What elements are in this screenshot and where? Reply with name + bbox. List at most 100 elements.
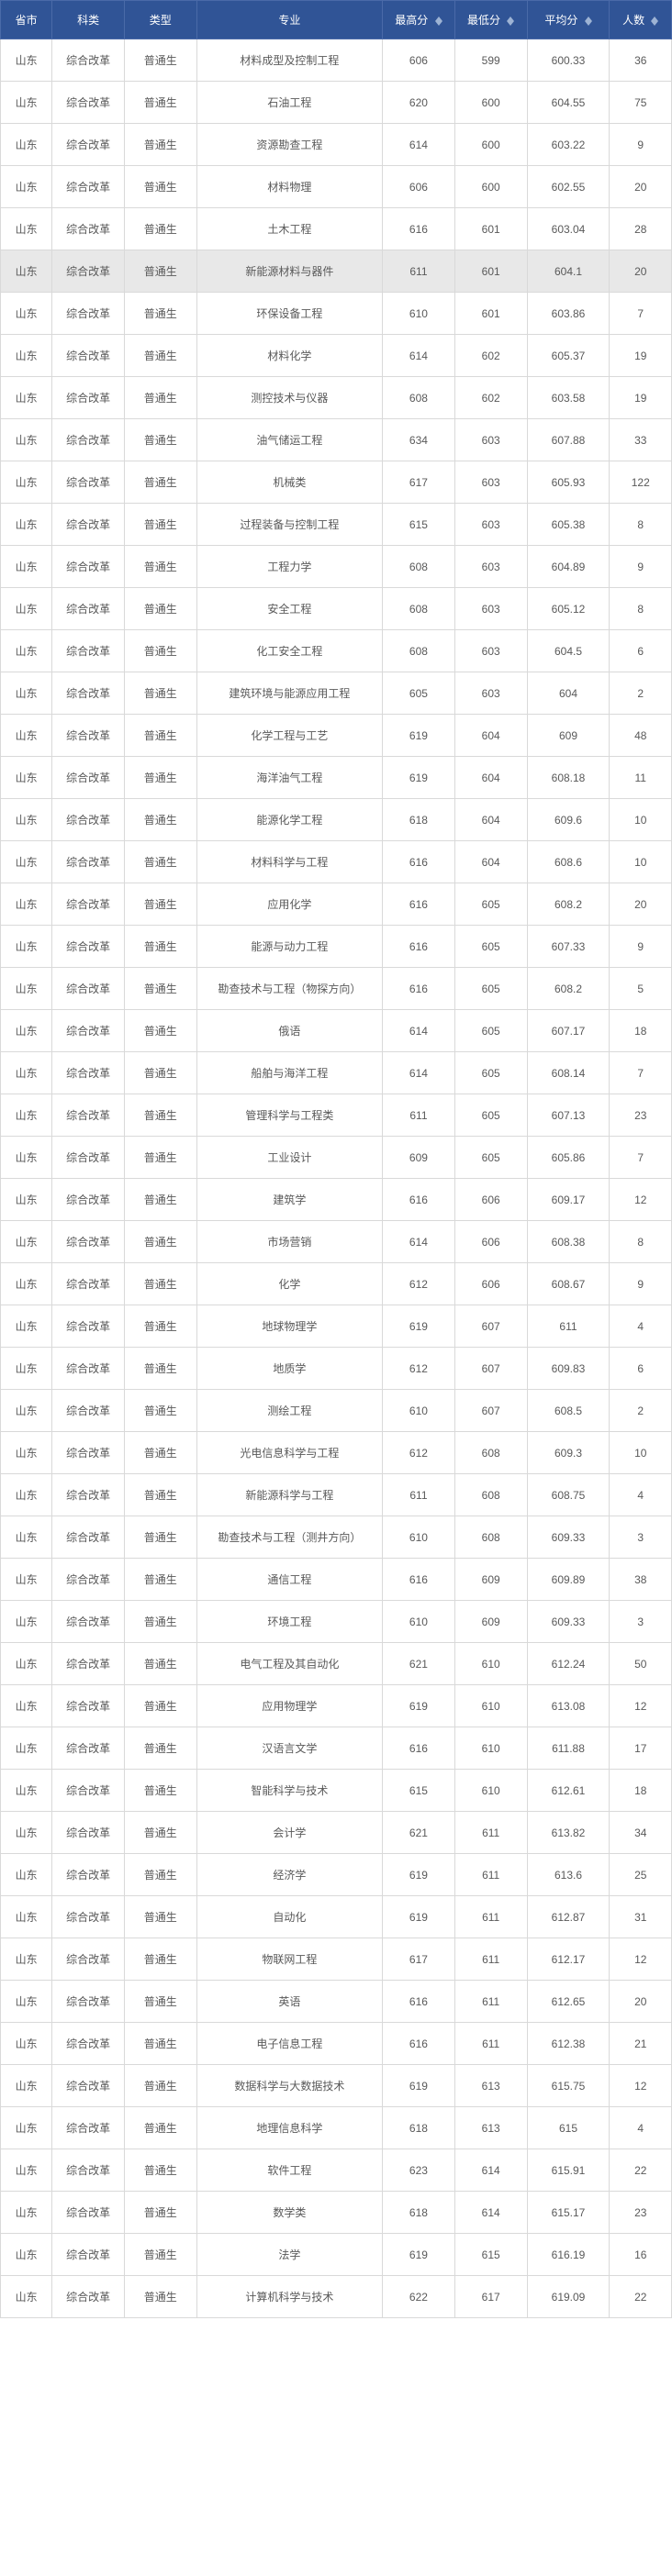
table-row[interactable]: 山东综合改革普通生应用化学616605608.220 [1,883,672,926]
cell-province: 山东 [1,799,52,841]
table-row[interactable]: 山东综合改革普通生法学619615616.1916 [1,2234,672,2276]
cell-max: 614 [383,1052,455,1094]
table-row[interactable]: 山东综合改革普通生地球物理学6196076114 [1,1305,672,1348]
table-row[interactable]: 山东综合改革普通生地理信息科学6186136154 [1,2107,672,2149]
cell-subject: 综合改革 [52,926,125,968]
table-row[interactable]: 山东综合改革普通生安全工程608603605.128 [1,588,672,630]
table-row[interactable]: 山东综合改革普通生电气工程及其自动化621610612.2450 [1,1643,672,1685]
cell-province: 山东 [1,1137,52,1179]
table-row[interactable]: 山东综合改革普通生英语616611612.6520 [1,1981,672,2023]
cell-min: 613 [454,2065,527,2107]
table-row[interactable]: 山东综合改革普通生材料科学与工程616604608.610 [1,841,672,883]
cell-province: 山东 [1,588,52,630]
table-row[interactable]: 山东综合改革普通生勘查技术与工程（物探方向）616605608.25 [1,968,672,1010]
table-row[interactable]: 山东综合改革普通生建筑学616606609.1712 [1,1179,672,1221]
table-row[interactable]: 山东综合改革普通生软件工程623614615.9122 [1,2149,672,2192]
cell-subject: 综合改革 [52,1221,125,1263]
cell-max: 614 [383,335,455,377]
cell-min: 614 [454,2149,527,2192]
table-row[interactable]: 山东综合改革普通生材料化学614602605.3719 [1,335,672,377]
table-row[interactable]: 山东综合改革普通生资源勘查工程614600603.229 [1,124,672,166]
cell-count: 3 [610,1516,672,1559]
cell-subject: 综合改革 [52,1390,125,1432]
table-row[interactable]: 山东综合改革普通生会计学621611613.8234 [1,1812,672,1854]
table-row[interactable]: 山东综合改革普通生新能源科学与工程611608608.754 [1,1474,672,1516]
table-row[interactable]: 山东综合改革普通生智能科学与技术615610612.6118 [1,1770,672,1812]
cell-min: 603 [454,419,527,461]
table-row[interactable]: 山东综合改革普通生船舶与海洋工程614605608.147 [1,1052,672,1094]
cell-count: 50 [610,1643,672,1685]
table-row[interactable]: 山东综合改革普通生测控技术与仪器608602603.5819 [1,377,672,419]
table-row[interactable]: 山东综合改革普通生电子信息工程616611612.3821 [1,2023,672,2065]
cell-type: 普通生 [124,630,196,672]
table-row[interactable]: 山东综合改革普通生计算机科学与技术622617619.0922 [1,2276,672,2318]
table-row[interactable]: 山东综合改革普通生海洋油气工程619604608.1811 [1,757,672,799]
table-row[interactable]: 山东综合改革普通生能源与动力工程616605607.339 [1,926,672,968]
table-row[interactable]: 山东综合改革普通生通信工程616609609.8938 [1,1559,672,1601]
header-province[interactable]: 省市 [1,1,52,39]
cell-avg: 603.58 [527,377,610,419]
cell-subject: 综合改革 [52,1052,125,1094]
table-row[interactable]: 山东综合改革普通生化工安全工程608603604.56 [1,630,672,672]
header-type[interactable]: 类型 [124,1,196,39]
table-row[interactable]: 山东综合改革普通生建筑环境与能源应用工程6056036042 [1,672,672,715]
cell-subject: 综合改革 [52,2149,125,2192]
table-row[interactable]: 山东综合改革普通生光电信息科学与工程612608609.310 [1,1432,672,1474]
table-row[interactable]: 山东综合改革普通生化学工程与工艺61960460948 [1,715,672,757]
cell-max: 616 [383,2023,455,2065]
cell-count: 18 [610,1010,672,1052]
table-row[interactable]: 山东综合改革普通生测绘工程610607608.52 [1,1390,672,1432]
table-row[interactable]: 山东综合改革普通生能源化学工程618604609.610 [1,799,672,841]
cell-province: 山东 [1,1348,52,1390]
cell-major: 机械类 [196,461,382,504]
table-row[interactable]: 山东综合改革普通生勘查技术与工程（测井方向）610608609.333 [1,1516,672,1559]
table-row[interactable]: 山东综合改革普通生物联网工程617611612.1712 [1,1938,672,1981]
table-row[interactable]: 山东综合改革普通生地质学612607609.836 [1,1348,672,1390]
table-row[interactable]: 山东综合改革普通生过程装备与控制工程615603605.388 [1,504,672,546]
cell-count: 8 [610,504,672,546]
cell-subject: 综合改革 [52,166,125,208]
table-row[interactable]: 山东综合改革普通生汉语言文学616610611.8817 [1,1727,672,1770]
table-row[interactable]: 山东综合改革普通生油气储运工程634603607.8833 [1,419,672,461]
table-row[interactable]: 山东综合改革普通生管理科学与工程类611605607.1323 [1,1094,672,1137]
table-row[interactable]: 山东综合改革普通生数学类618614615.1723 [1,2192,672,2234]
table-row[interactable]: 山东综合改革普通生土木工程616601603.0428 [1,208,672,250]
cell-subject: 综合改革 [52,1094,125,1137]
cell-avg: 603.04 [527,208,610,250]
table-row[interactable]: 山东综合改革普通生工业设计609605605.867 [1,1137,672,1179]
table-row[interactable]: 山东综合改革普通生数据科学与大数据技术619613615.7512 [1,2065,672,2107]
cell-major: 能源化学工程 [196,799,382,841]
cell-major: 经济学 [196,1854,382,1896]
cell-max: 619 [383,1305,455,1348]
table-row[interactable]: 山东综合改革普通生市场营销614606608.388 [1,1221,672,1263]
header-avg-score[interactable]: 平均分 [527,1,610,39]
table-row[interactable]: 山东综合改革普通生石油工程620600604.5575 [1,82,672,124]
table-row[interactable]: 山东综合改革普通生自动化619611612.8731 [1,1896,672,1938]
cell-province: 山东 [1,968,52,1010]
table-row[interactable]: 山东综合改革普通生应用物理学619610613.0812 [1,1685,672,1727]
header-count[interactable]: 人数 [610,1,672,39]
table-row[interactable]: 山东综合改革普通生俄语614605607.1718 [1,1010,672,1052]
table-row[interactable]: 山东综合改革普通生经济学619611613.625 [1,1854,672,1896]
table-row[interactable]: 山东综合改革普通生化学612606608.679 [1,1263,672,1305]
cell-subject: 综合改革 [52,1348,125,1390]
header-max-score[interactable]: 最高分 [383,1,455,39]
table-row[interactable]: 山东综合改革普通生环保设备工程610601603.867 [1,293,672,335]
cell-max: 634 [383,419,455,461]
header-subject[interactable]: 科类 [52,1,125,39]
cell-major: 船舶与海洋工程 [196,1052,382,1094]
table-row[interactable]: 山东综合改革普通生工程力学608603604.899 [1,546,672,588]
table-row[interactable]: 山东综合改革普通生环境工程610609609.333 [1,1601,672,1643]
cell-avg: 612.65 [527,1981,610,2023]
cell-max: 619 [383,757,455,799]
table-row[interactable]: 山东综合改革普通生新能源材料与器件611601604.120 [1,250,672,293]
table-row[interactable]: 山东综合改革普通生材料物理606600602.5520 [1,166,672,208]
header-min-score[interactable]: 最低分 [454,1,527,39]
cell-type: 普通生 [124,1727,196,1770]
cell-max: 606 [383,166,455,208]
table-row[interactable]: 山东综合改革普通生机械类617603605.93122 [1,461,672,504]
cell-max: 618 [383,2107,455,2149]
header-major[interactable]: 专业 [196,1,382,39]
cell-max: 612 [383,1263,455,1305]
table-row[interactable]: 山东综合改革普通生材料成型及控制工程606599600.3336 [1,39,672,82]
